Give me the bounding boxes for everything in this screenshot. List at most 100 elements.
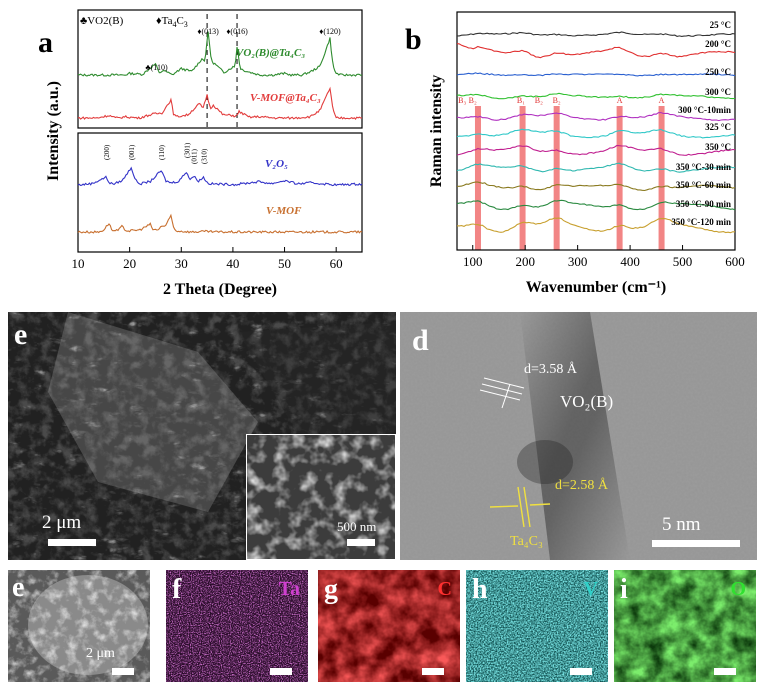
panel-label-d: d [412,324,429,357]
h-scale-bar [570,668,592,675]
raman-label-4: 300 °C-10min [678,105,731,115]
element-c: C [437,578,452,600]
legend-ta4c3: ♦Ta4C3 [156,15,188,29]
raman-label-5: 325 °C [705,122,731,132]
sem-image: e 500 nm 2 μm [8,312,396,560]
x-tick-label-4: 50 [278,256,291,271]
panel-label-b: b [405,23,422,56]
raman-label-8: 350 °C-60 min [676,180,731,190]
raman-label-0: 25 °C [710,20,731,30]
phase-vo2: VO₂(B) [560,392,614,411]
raman-series-4 [456,111,736,122]
raman-band-label-6: A [659,96,665,105]
raman-label-6: 350 °C [705,142,731,152]
raman-band-0 [474,106,481,250]
d-spacing-ta4c3: d=2.58 Å [555,478,609,493]
raman-band-3 [616,106,623,250]
panel-b: b 100 200 300 400 500 600 Wavenumber (cm⁻¹) Ram… [385,0,767,305]
raman-band-1 [519,106,526,250]
raman-series-2 [456,72,736,77]
raman-band-label-2: B₁ [517,96,525,105]
xrd-y-axis-title: Intensity (a.u.) [45,81,62,181]
tem-image: d d=3.58 Å VO₂(B) d=2.58 Å Ta₄C₃ 5 nm [400,312,757,560]
g-scale-bar [422,668,444,675]
x-tick-label-0: 10 [72,256,85,271]
raman-band-label-5: A [617,96,623,105]
sem-scale-label: 2 μm [42,512,82,533]
f-scale-bar [270,668,292,675]
annot-v2o5-1: (001) [128,144,136,160]
eds-map-ta: f Ta [166,570,308,682]
raman-chart: 100 200 300 400 500 600 Wavenumber (cm⁻¹) Raman… [428,11,745,296]
raman-x-axis-title: Wavenumber (cm⁻¹) [526,279,666,296]
panel-label-g: g [324,574,338,605]
raman-label-7: 350 °C-30 min [676,162,731,172]
e-scale-bar [112,668,134,675]
raman-x-tick-label-3: 400 [620,254,640,269]
raman-label-10: 350 °C-120 min [671,217,731,227]
label-vmof: V-MOF [266,205,302,217]
sem-inset: 500 nm [246,434,396,560]
annot-green-3: ♦(120) [319,27,341,36]
x-tick-label-5: 60 [330,256,343,271]
inset-scale-bar [347,539,375,546]
legend-vo2: ♣VO2(B) [80,15,124,27]
xrd-x-axis-title: 2 Theta (Degree) [163,281,277,298]
eds-map-v: h V [466,570,608,682]
sem-small: e 2 μm [8,570,150,682]
raman-band-label-0: B₃ [458,96,466,105]
panel-label-a: a [38,26,53,59]
raman-band-4 [658,106,665,250]
annot-green-2: ♦(016) [226,27,248,36]
raman-series-0 [457,31,736,37]
raman-y-axis-title: Raman intensity [428,75,445,187]
x-tick-label-2: 30 [175,256,188,271]
panel-label-f: f [172,574,182,605]
d-spacing-vo2: d=3.58 Å [524,362,578,377]
series-v2o5 [77,166,363,187]
raman-series-7 [456,162,736,173]
x-tick-label-1: 20 [123,256,136,271]
raman-label-3: 300 °C [705,87,731,97]
i-scale-bar [714,668,736,675]
raman-x-tick-label-4: 500 [673,254,693,269]
xrd-chart: 10 20 30 40 50 60 2 Theta (Degree) Intensity (a… [45,9,363,298]
phase-ta4c3: Ta₄C₃ [510,534,543,549]
annot-v2o5-2: (110) [158,144,166,160]
tem-scale-label: 5 nm [662,514,701,535]
annot-green-1: ♦(013) [197,27,219,36]
label-v2o5: V₂O₅ [265,158,288,170]
x-tick-label-3: 40 [226,256,239,271]
element-v: V [583,578,598,600]
panel-label-c: e [14,318,28,351]
raman-series-9 [456,199,736,211]
raman-label-2: 250 °C [705,67,731,77]
raman-x-tick-label-2: 300 [568,254,588,269]
raman-x-tick-label-0: 100 [463,254,483,269]
annot-v2o5-0: (200) [103,144,111,160]
tem-texture [400,312,757,560]
eds-map-c: g C [318,570,460,682]
raman-series-10 [456,217,735,234]
series-vmof [77,213,363,234]
panel-label-h: h [472,574,488,605]
raman-label-1: 200 °C [705,39,731,49]
raman-series-6 [456,144,736,156]
raman-series-3 [456,92,736,100]
panel-label-i: i [620,574,628,605]
annot-v2o5-5: (310) [200,148,208,164]
raman-band-2 [553,106,560,250]
raman-label-9: 350 °C-90 min [676,199,731,209]
element-ta: Ta [278,578,300,600]
raman-x-tick-label-5: 600 [725,254,745,269]
panel-label-e: e [12,572,25,603]
eds-map-o: i O [614,570,756,682]
annot-v2o5-3: (301) [183,142,191,158]
annot-green-0: ♣(110) [145,63,168,72]
panel-a: a 10 20 30 40 50 60 2 Theta (Degree) Intensity … [0,0,380,305]
raman-band-label-4: B₂ [553,96,561,105]
raman-series-8 [457,181,736,192]
tem-scale-bar [652,540,740,547]
label-vmof-ta4c3: V-MOF@Ta₄C₃ [250,92,321,104]
sem-scale-bar [48,539,96,546]
